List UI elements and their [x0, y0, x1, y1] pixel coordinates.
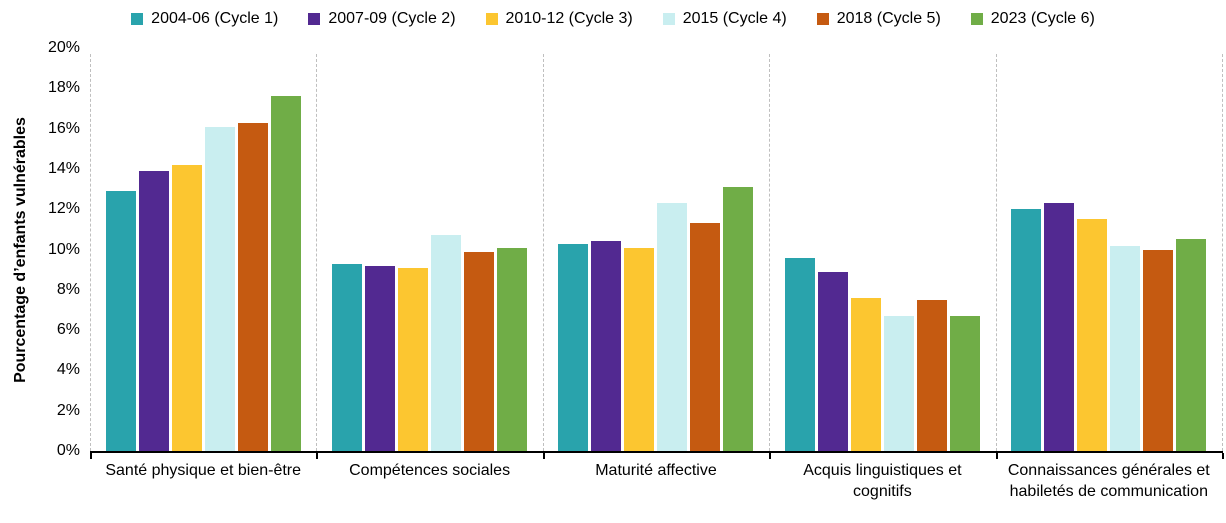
- bar-group: [769, 48, 995, 451]
- chart-legend: 2004-06 (Cycle 1) 2007-09 (Cycle 2) 2010-1…: [0, 10, 1226, 28]
- legend-color-swatch-icon: [485, 13, 498, 25]
- bar: [723, 187, 754, 451]
- bar: [105, 191, 136, 451]
- bar: [624, 247, 655, 451]
- legend-label: 2004-06 (Cycle 1): [151, 10, 279, 27]
- bar: [1143, 249, 1174, 451]
- legend-color-swatch-icon: [816, 13, 829, 25]
- bar: [1176, 239, 1207, 451]
- bar: [850, 297, 881, 451]
- x-axis-tick-mark: [995, 453, 998, 459]
- legend-label: 2007-09 (Cycle 2): [328, 10, 456, 27]
- bar: [883, 316, 914, 451]
- x-axis-tick-mark: [542, 453, 545, 459]
- y-axis-tick-label: 6%: [56, 321, 80, 339]
- legend-label: 2015 (Cycle 4): [682, 10, 787, 27]
- bar: [365, 265, 396, 451]
- legend-label: 2018 (Cycle 5): [836, 10, 941, 27]
- y-axis-tick-label: 8%: [56, 280, 80, 298]
- x-axis-tick-mark: [1222, 453, 1224, 459]
- x-axis-category-label: Compétences sociales: [349, 462, 511, 479]
- category-separator-line: [90, 54, 91, 451]
- x-axis-tick-mark: [316, 453, 319, 459]
- bar-group: [316, 48, 542, 451]
- x-axis-category-label: Maturité affective: [595, 462, 717, 479]
- bar: [817, 271, 848, 451]
- bar-group: [543, 48, 769, 451]
- bar: [138, 170, 169, 451]
- y-axis-tick-label: 16%: [47, 119, 80, 137]
- bar: [1077, 219, 1108, 451]
- bar: [171, 164, 202, 451]
- bar: [270, 96, 301, 451]
- category-separator-line: [316, 54, 318, 451]
- legend-item: 2004-06 (Cycle 1): [131, 10, 278, 28]
- bar: [332, 263, 363, 451]
- x-axis-category-label: Connaissances générales et habiletés de …: [1007, 462, 1210, 500]
- bar: [916, 299, 947, 451]
- bar: [1011, 209, 1042, 451]
- bar: [464, 251, 495, 451]
- bar: [1044, 203, 1075, 451]
- plot-area: [90, 48, 1223, 451]
- y-axis-tick-label: 14%: [47, 159, 80, 177]
- category-separator-line: [1222, 54, 1223, 451]
- y-axis-tick-label: 2%: [56, 401, 80, 419]
- x-axis-category-label: Santé physique et bien-être: [105, 462, 302, 479]
- legend-item: 2018 (Cycle 5): [816, 10, 941, 28]
- legend-item: 2023 (Cycle 6): [970, 10, 1095, 28]
- legend-label: 2010-12 (Cycle 3): [505, 10, 633, 27]
- y-axis-tick-label: 12%: [47, 200, 80, 218]
- bar: [204, 126, 235, 451]
- x-axis-tick-mark: [769, 453, 772, 459]
- y-axis-tick-label: 4%: [56, 361, 80, 379]
- bar: [591, 241, 622, 451]
- y-axis-tick-label: 0%: [56, 442, 80, 459]
- bar-group: [90, 48, 316, 451]
- bar-group: [996, 48, 1222, 451]
- y-axis-tick-label: 20%: [47, 39, 80, 56]
- bar: [1110, 245, 1141, 451]
- category-separator-line: [995, 54, 997, 451]
- bar: [398, 267, 429, 451]
- legend-item: 2015 (Cycle 4): [662, 10, 787, 28]
- legend-color-swatch-icon: [970, 13, 983, 25]
- legend-color-swatch-icon: [308, 13, 321, 25]
- bar: [237, 122, 268, 451]
- x-axis-category-label: Acquis linguistiques et cognitifs: [803, 462, 962, 500]
- y-axis-tick-label: 18%: [47, 79, 80, 97]
- legend-label: 2023 (Cycle 6): [990, 10, 1095, 27]
- bar: [784, 257, 815, 451]
- legend-item: 2010-12 (Cycle 3): [485, 10, 633, 28]
- bar: [657, 203, 688, 451]
- x-axis-tick-mark: [90, 453, 92, 459]
- legend-color-swatch-icon: [662, 13, 675, 25]
- y-axis-tick-label: 10%: [47, 240, 80, 258]
- x-axis-line: [90, 451, 1223, 453]
- category-separator-line: [542, 54, 544, 451]
- bar: [558, 243, 589, 451]
- legend-color-swatch-icon: [131, 13, 144, 25]
- bar: [497, 247, 528, 451]
- bar: [431, 235, 462, 451]
- bar: [949, 316, 980, 451]
- legend-item: 2007-09 (Cycle 2): [308, 10, 456, 28]
- bar: [690, 223, 721, 451]
- category-separator-line: [769, 54, 771, 451]
